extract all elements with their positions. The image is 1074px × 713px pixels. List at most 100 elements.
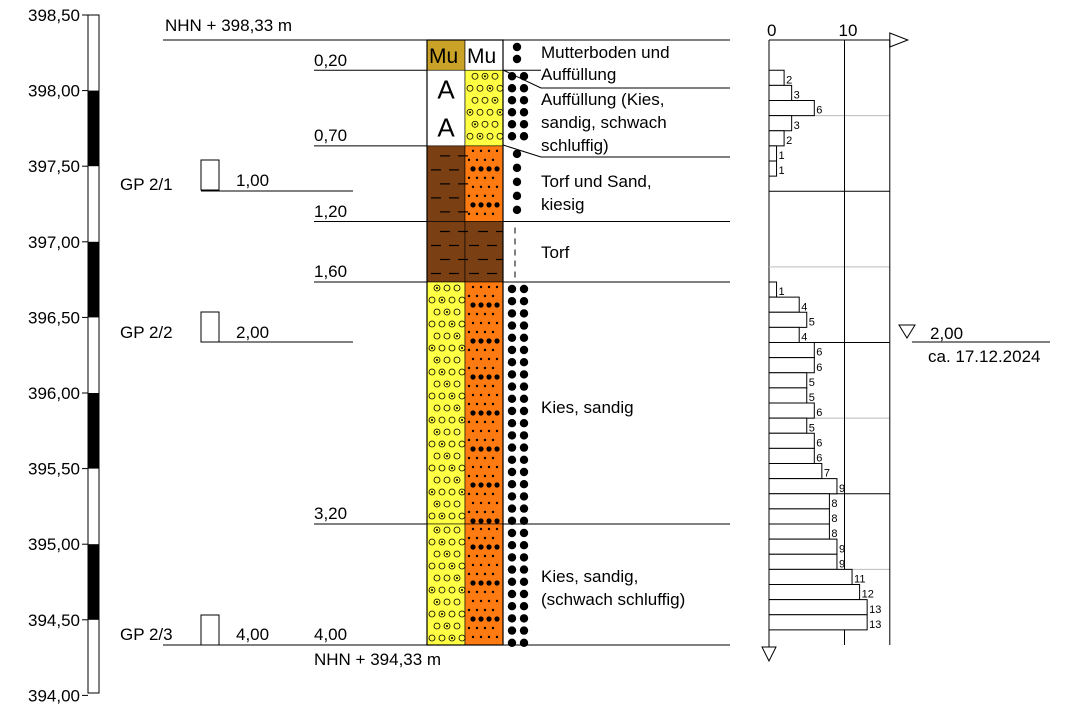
density-dot xyxy=(507,589,517,599)
depth-labels: 0,20 0,70 1,20 1,60 3,20 4,00 xyxy=(314,51,347,644)
scale-segment xyxy=(88,241,99,318)
penetration-bar xyxy=(768,447,815,464)
groundwater-triangle-icon xyxy=(898,324,916,339)
sample-markers: GP 2/1 1,00 GP 2/2 2,00 GP 2/3 4,00 xyxy=(120,159,353,646)
axis-arrow-down-icon xyxy=(761,646,777,663)
density-dot xyxy=(507,309,517,318)
soil-column: AA xyxy=(427,40,503,645)
density-dot xyxy=(507,467,517,477)
density-dot xyxy=(507,345,517,355)
density-dot xyxy=(519,431,529,440)
sample-box xyxy=(200,311,220,343)
consistency-symbols xyxy=(507,42,529,647)
elevation-tick-label: 395,50 xyxy=(28,460,80,479)
soil-layer xyxy=(427,145,503,222)
penetration-bar xyxy=(768,372,808,389)
fill-symbol: A xyxy=(437,112,455,142)
elevation-tick-label: 396,00 xyxy=(28,384,80,403)
scale-segment xyxy=(88,393,99,469)
density-dot xyxy=(512,149,522,159)
penetration-bar xyxy=(768,493,830,510)
penetration-bar xyxy=(768,296,800,313)
penetration-bar xyxy=(768,69,785,86)
penetration-bar xyxy=(768,417,808,434)
density-dot xyxy=(507,406,517,416)
density-dot xyxy=(512,42,522,52)
penetration-value: 2 xyxy=(786,135,792,147)
soil-layer: AA xyxy=(427,69,503,147)
density-dot xyxy=(507,132,517,141)
density-dot xyxy=(519,96,529,105)
density-dot xyxy=(507,84,517,93)
penetration-value: 8 xyxy=(831,498,837,510)
penetration-bar xyxy=(768,568,853,585)
scale-segment xyxy=(88,544,99,620)
density-dot xyxy=(512,205,522,215)
penetration-value: 8 xyxy=(831,528,837,540)
density-dot xyxy=(507,394,517,403)
sample-name: GP 2/2 xyxy=(120,323,173,342)
layer-description: Auffüllung (Kies, xyxy=(541,90,664,109)
density-dot xyxy=(519,321,529,330)
penetration-bar xyxy=(768,84,793,101)
sample-name: GP 2/3 xyxy=(120,625,173,644)
layer-description: Torf und Sand, xyxy=(541,172,652,191)
elevation-scale: 398,50 398,00 397,50 397,00 396,50 396,00 395,… xyxy=(28,6,100,705)
density-dot xyxy=(519,419,529,428)
layer-description: Mutterboden und xyxy=(541,43,670,62)
penetration-value: 5 xyxy=(809,422,815,434)
penetration-value: 12 xyxy=(862,589,874,601)
density-dot xyxy=(519,455,529,464)
elevation-tick-label: 397,50 xyxy=(28,157,80,176)
density-dot xyxy=(519,394,529,403)
density-dot xyxy=(507,284,517,294)
penetration-bar xyxy=(768,463,823,480)
density-dot xyxy=(519,528,529,538)
density-dot xyxy=(507,602,517,611)
description-leader-lines xyxy=(502,69,730,158)
groundwater-depth: 2,00 xyxy=(930,324,963,343)
column-code-right: Mu xyxy=(467,45,496,68)
elevation-tick-label: 398,50 xyxy=(28,6,80,25)
density-dot xyxy=(507,321,517,330)
bottom-elevation-label: NHN + 394,33 m xyxy=(314,650,441,669)
density-dot xyxy=(507,638,517,647)
depth-label: 1,60 xyxy=(314,262,347,281)
penetration-value: 5 xyxy=(809,377,815,389)
density-dot xyxy=(512,163,522,173)
density-dot xyxy=(519,553,529,562)
penetration-bar xyxy=(768,342,815,359)
density-dot xyxy=(519,120,529,129)
density-dot xyxy=(519,370,529,379)
soil-layer xyxy=(427,221,503,283)
penetration-value: 6 xyxy=(816,453,822,465)
soil-layer xyxy=(427,281,503,525)
density-dot xyxy=(507,72,517,81)
penetration-bar xyxy=(768,584,861,601)
penetration-bar xyxy=(768,599,868,616)
density-dot xyxy=(519,516,529,525)
density-dot xyxy=(507,541,517,550)
penetration-bar xyxy=(768,357,815,374)
soil-layer xyxy=(427,40,503,71)
elevation-tick-label: 394,50 xyxy=(28,611,80,630)
density-dot xyxy=(519,467,529,477)
density-dot xyxy=(507,577,517,586)
density-dot xyxy=(519,614,529,623)
density-dot xyxy=(507,120,517,129)
density-dot xyxy=(507,455,517,464)
axis-tick-label: 10 xyxy=(839,21,858,40)
fill-symbol: A xyxy=(437,74,455,104)
layer-descriptions: Mutterboden und Auffüllung Auffüllung (K… xyxy=(541,43,685,609)
soil-column-frame xyxy=(426,39,504,646)
penetration-value: 11 xyxy=(854,574,865,586)
penetration-value: 6 xyxy=(816,105,822,117)
scale-bar xyxy=(87,14,100,694)
penetration-value: 6 xyxy=(816,407,822,419)
density-dot xyxy=(519,284,529,294)
axis-tick-label: 0 xyxy=(767,21,776,40)
density-dot xyxy=(507,108,517,117)
density-dot xyxy=(507,528,517,538)
